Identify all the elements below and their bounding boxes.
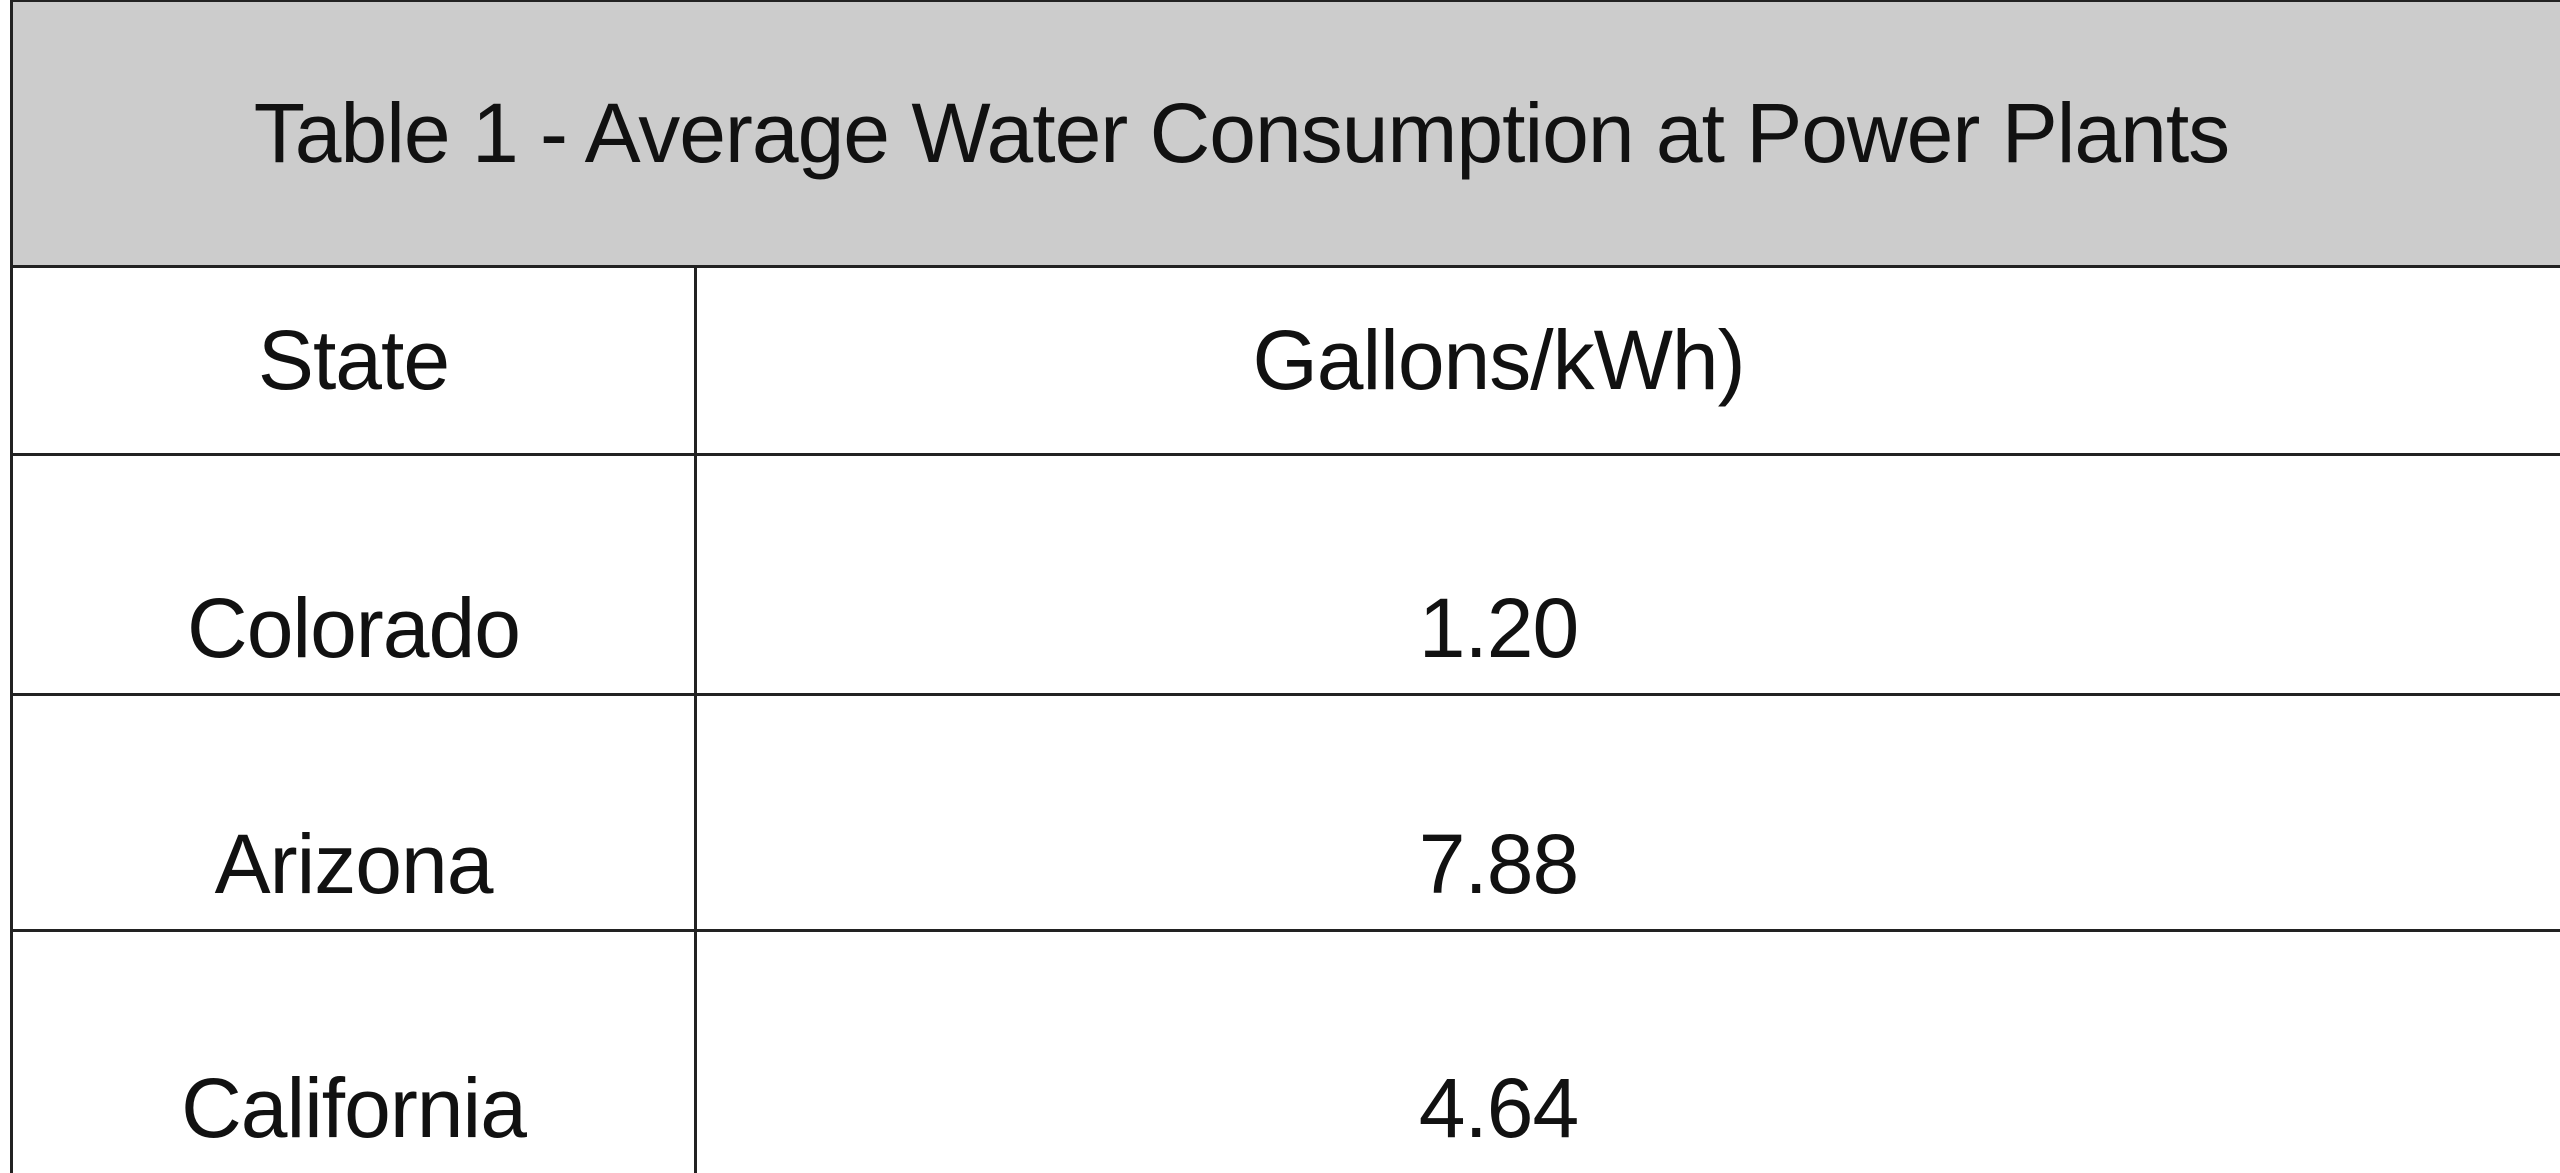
gallons-value: 1.20 bbox=[1418, 581, 1579, 675]
table-row: Colorado 1.20 bbox=[13, 456, 2560, 696]
water-consumption-table: Table 1 - Average Water Consumption at P… bbox=[10, 0, 2560, 1173]
state-cell: California bbox=[13, 932, 697, 1173]
state-name: California bbox=[181, 1061, 527, 1155]
state-cell: Arizona bbox=[13, 696, 697, 929]
state-cell: Colorado bbox=[13, 456, 697, 693]
table-row: Arizona 7.88 bbox=[13, 696, 2560, 932]
table-title-bar: Table 1 - Average Water Consumption at P… bbox=[13, 0, 2560, 268]
gallons-value: 4.64 bbox=[1418, 1061, 1579, 1155]
value-cell: 4.64 bbox=[697, 932, 2560, 1173]
value-cell: 7.88 bbox=[697, 696, 2560, 929]
state-name: Arizona bbox=[214, 817, 494, 911]
gallons-value: 7.88 bbox=[1418, 817, 1579, 911]
table-title: Table 1 - Average Water Consumption at P… bbox=[253, 86, 2230, 180]
header-cell-state: State bbox=[13, 268, 697, 453]
column-header-gallons: Gallons/kWh) bbox=[1252, 313, 1745, 407]
header-cell-gallons: Gallons/kWh) bbox=[697, 268, 2560, 453]
value-cell: 1.20 bbox=[697, 456, 2560, 693]
table-row: California 4.64 bbox=[13, 932, 2560, 1173]
state-name: Colorado bbox=[187, 581, 521, 675]
table-header-row: State Gallons/kWh) bbox=[13, 268, 2560, 456]
column-header-state: State bbox=[257, 313, 450, 407]
